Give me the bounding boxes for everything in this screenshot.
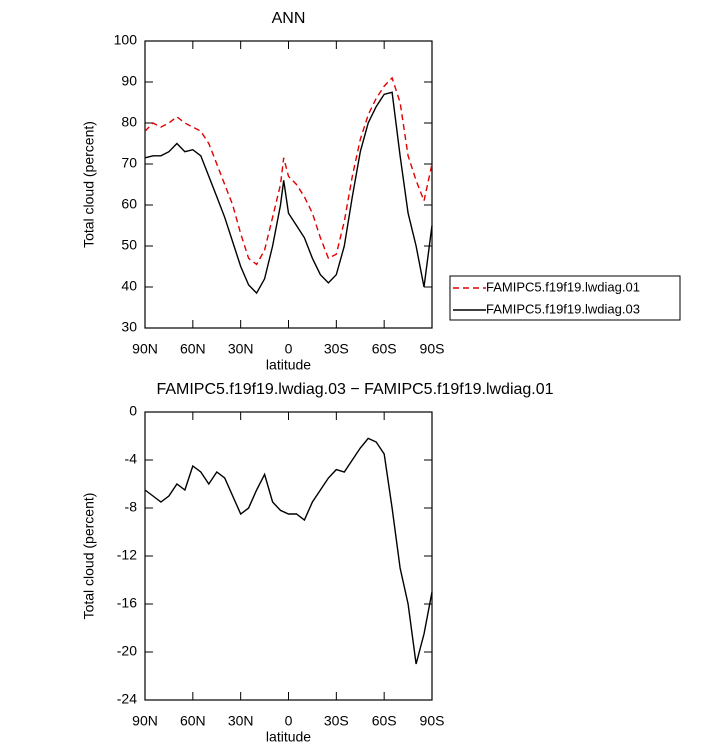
y-tick-label: 60 [121, 196, 137, 212]
y-tick-label: -4 [125, 451, 138, 467]
y-tick-label: -16 [117, 595, 137, 611]
y-tick-label: 30 [121, 319, 137, 335]
x-axis-label: latitude [266, 357, 311, 373]
data-line [144, 76, 433, 266]
y-tick-label: 70 [121, 155, 137, 171]
x-tick-label: 60S [372, 341, 397, 357]
legend-label: FAMIPC5.f19f19.lwdiag.01 [486, 279, 640, 294]
x-tick-label: 60N [180, 341, 206, 357]
x-tick-label: 30S [324, 713, 349, 729]
y-axis-label: Total cloud (percent) [81, 121, 97, 248]
y-tick-label: 0 [129, 403, 137, 419]
x-tick-label: 0 [285, 341, 293, 357]
legend-label: FAMIPC5.f19f19.lwdiag.03 [486, 301, 640, 316]
y-axis-label: Total cloud (percent) [81, 493, 97, 620]
x-tick-label: 30S [324, 341, 349, 357]
y-tick-label: 100 [114, 32, 138, 48]
y-tick-label: -20 [117, 643, 137, 659]
chart-title: FAMIPC5.f19f19.lwdiag.03 − FAMIPC5.f19f1… [156, 381, 553, 398]
y-tick-label: -12 [117, 547, 137, 563]
plot-frame [144, 40, 433, 329]
y-tick-label: 90 [121, 73, 137, 89]
x-tick-label: 60N [180, 713, 206, 729]
y-tick-label: 40 [121, 278, 137, 294]
legend-box [449, 275, 681, 321]
data-line [144, 91, 433, 295]
x-tick-label: 30N [228, 713, 254, 729]
x-tick-label: 90S [420, 341, 445, 357]
x-tick-label: 60S [372, 713, 397, 729]
x-tick-label: 90S [420, 713, 445, 729]
plot-frame [144, 411, 433, 701]
y-tick-label: -24 [117, 691, 137, 707]
x-tick-label: 90N [132, 713, 158, 729]
chart-title: ANN [272, 10, 306, 27]
y-tick-label: 80 [121, 114, 137, 130]
x-tick-label: 0 [285, 713, 293, 729]
x-tick-label: 90N [132, 341, 158, 357]
y-tick-label: 50 [121, 237, 137, 253]
x-axis-label: latitude [266, 729, 311, 745]
y-tick-label: -8 [125, 499, 138, 515]
x-tick-label: 30N [228, 341, 254, 357]
data-line [144, 437, 433, 665]
